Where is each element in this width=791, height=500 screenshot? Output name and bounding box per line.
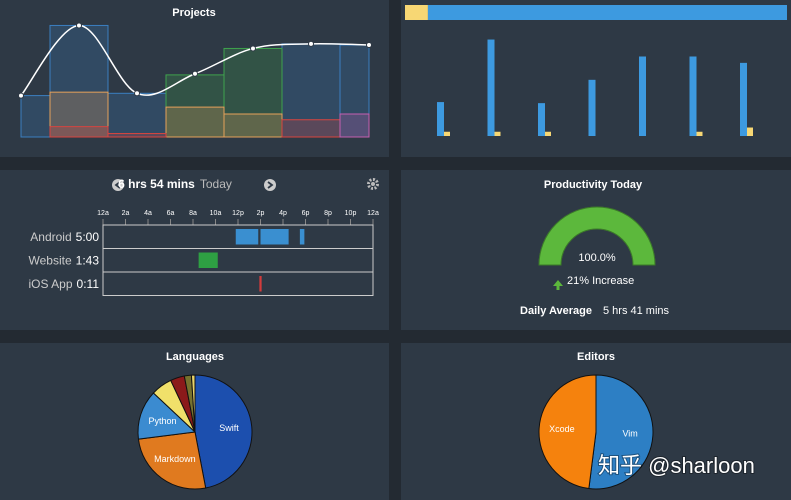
panel: [401, 0, 791, 157]
activity-segment: [259, 276, 262, 292]
bar: [639, 56, 646, 136]
trend-dot: [366, 42, 372, 48]
step-area: [20, 95, 51, 138]
chart-title: Languages: [166, 351, 224, 363]
row-name: Android: [30, 230, 71, 244]
step-area: [107, 133, 167, 138]
average-value: 5 hrs 41 mins: [603, 305, 670, 317]
bar: [444, 131, 450, 136]
trend-dot: [192, 70, 198, 77]
x-tick-label: 6p: [302, 210, 310, 217]
pie-slice: [137, 431, 207, 490]
share-segment: [405, 5, 428, 20]
x-tick-label: 4p: [279, 210, 287, 217]
x-tick-label: 8a: [189, 210, 197, 217]
trend-dot: [250, 45, 256, 52]
timeline-header: 6 hrs 54 mins Today: [118, 177, 232, 191]
step-area: [339, 113, 370, 138]
row-label: iOS App 0:11: [29, 277, 100, 291]
chart-title: Productivity Today: [544, 179, 643, 191]
bar: [494, 131, 501, 136]
bar: [545, 131, 551, 136]
x-tick-label: 6a: [167, 210, 175, 217]
row-duration: 1:43: [76, 253, 100, 267]
pie-slice: [588, 374, 654, 490]
row-duration: 0:11: [77, 277, 100, 291]
bar: [487, 39, 495, 136]
step-area: [339, 44, 370, 138]
panel: [0, 170, 389, 330]
step-area: [281, 119, 341, 138]
pie-slice: [538, 374, 597, 490]
row-name: iOS App: [29, 277, 73, 291]
bar: [588, 79, 596, 136]
x-tick-label: 2p: [257, 210, 265, 217]
bar: [740, 62, 747, 136]
trend-dot: [18, 92, 24, 99]
x-tick-label: 8p: [324, 210, 332, 217]
step-area: [223, 113, 283, 138]
timeline-frame: [102, 224, 374, 296]
bar: [696, 131, 703, 136]
trend-dot: [134, 90, 140, 97]
gauge-value: 100.0%: [578, 252, 616, 264]
step-area: [49, 91, 109, 138]
prev-day-button[interactable]: [112, 179, 124, 191]
step-area: [49, 24, 109, 138]
x-tick-label: 12a: [367, 210, 379, 217]
x-tick-label: 12a: [97, 210, 109, 217]
increase-arrow: [553, 280, 563, 290]
step-area: [223, 47, 283, 138]
gauge-fill: [538, 206, 656, 266]
slice-label: Markdown: [154, 454, 196, 464]
slice-label: Vim: [622, 429, 637, 439]
bar: [437, 102, 444, 136]
slice-label: Python: [148, 416, 176, 426]
change-label: 21% Increase: [567, 275, 634, 287]
chart-title: Editors: [577, 351, 615, 363]
activity-segment: [260, 229, 289, 245]
trend-dot: [76, 22, 82, 29]
row-label: Android 5:00: [30, 230, 99, 244]
pie-slice: [194, 374, 253, 489]
activity-segment: [299, 229, 305, 245]
x-tick-label: 4a: [144, 210, 152, 217]
total-time: 6 hrs 54 mins: [118, 177, 195, 191]
settings-icon[interactable]: [367, 178, 379, 190]
row-duration: 5:00: [76, 230, 100, 244]
x-tick-label: 2a: [122, 210, 130, 217]
pie-slice: [190, 374, 196, 433]
row-label: Website 1:43: [29, 253, 100, 267]
slice-label: Xcode: [549, 424, 575, 434]
trend-dot: [308, 40, 314, 47]
x-tick-label: 12p: [232, 210, 244, 217]
step-area: [49, 126, 109, 138]
x-tick-label: 10a: [210, 210, 222, 217]
x-tick-label: 10p: [345, 210, 357, 217]
slice-label: Swift: [219, 423, 239, 433]
panel: [401, 170, 791, 330]
bar: [689, 56, 697, 136]
bar: [538, 103, 545, 136]
activity-segment: [235, 229, 259, 245]
share-segment: [427, 5, 787, 20]
panel: [0, 0, 389, 157]
row-name: Website: [29, 253, 72, 267]
activity-segment: [198, 252, 218, 268]
chart-title: Projects: [172, 7, 215, 19]
bar: [747, 127, 753, 136]
step-area: [165, 106, 225, 138]
average-label: Daily Average: [520, 305, 592, 317]
watermark: 知乎 @sharloon: [598, 453, 755, 478]
step-area: [107, 92, 167, 138]
next-day-button[interactable]: [264, 179, 276, 191]
period: Today: [200, 177, 232, 191]
